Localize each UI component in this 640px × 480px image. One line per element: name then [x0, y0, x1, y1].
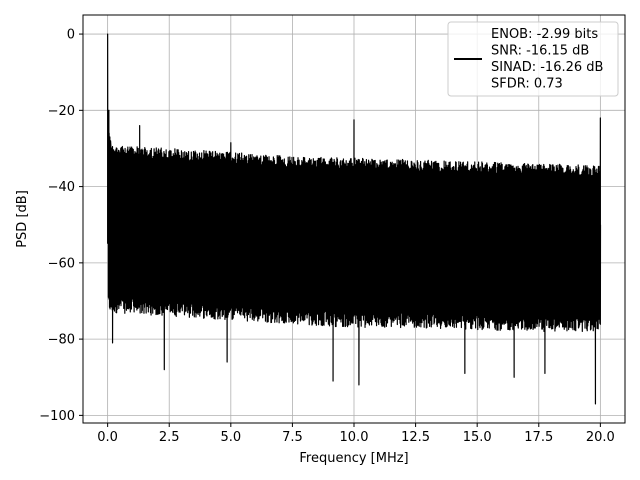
y-axis: 0 −20 −40 −60 −80 −100 — [39, 28, 83, 424]
psd-series-line — [107, 33, 602, 405]
x-tick-label: 0.0 — [97, 430, 118, 445]
x-tick-label: 12.5 — [401, 430, 430, 445]
plot-area — [107, 33, 602, 405]
x-tick-label: 15.0 — [463, 430, 492, 445]
y-tick-label: −100 — [39, 409, 75, 424]
y-tick-label: −20 — [48, 104, 75, 119]
x-tick-label: 2.5 — [159, 430, 180, 445]
x-tick-label: 20.0 — [586, 430, 615, 445]
legend-box — [447, 21, 619, 97]
y-tick-label: 0 — [67, 28, 75, 43]
y-tick-label: −80 — [48, 333, 75, 348]
legend-entry-enob: ENOB: -2.99 bits — [491, 27, 598, 42]
y-tick-label: −40 — [48, 180, 75, 195]
x-tick-label: 10.0 — [340, 430, 369, 445]
x-axis: 0.0 2.5 5.0 7.5 10.0 12.5 15.0 17.5 20.0 — [97, 423, 615, 445]
legend-entry-sfdr: SFDR: 0.73 — [491, 77, 563, 92]
y-tick-label: −60 — [48, 256, 75, 271]
x-tick-label: 5.0 — [220, 430, 241, 445]
x-tick-label: 7.5 — [282, 430, 303, 445]
y-axis-label: PSD [dB] — [15, 190, 30, 248]
x-tick-label: 17.5 — [524, 430, 553, 445]
legend-entry-snr: SNR: -16.15 dB — [491, 44, 589, 59]
legend: ENOB: -2.99 bits SNR: -16.15 dB SINAD: -… — [447, 21, 619, 97]
x-axis-label: Frequency [MHz] — [299, 451, 408, 466]
legend-entry-sinad: SINAD: -16.26 dB — [491, 60, 603, 75]
